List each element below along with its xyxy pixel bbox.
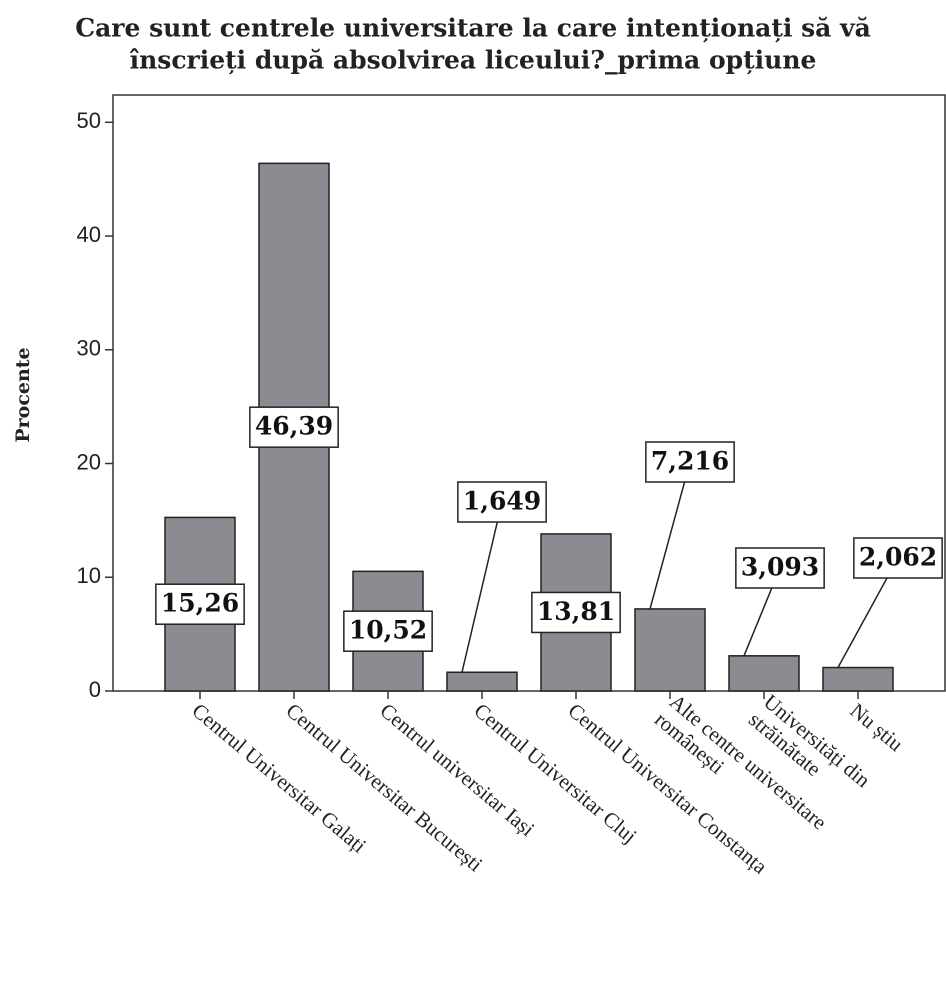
bar: [822, 666, 894, 692]
value-label-box: [249, 406, 339, 448]
y-tick-label: 30: [77, 336, 101, 361]
value-label-box: [853, 537, 943, 579]
value-label-box: [645, 441, 735, 483]
value-label: 7,216: [651, 447, 729, 476]
value-label-box: [155, 583, 245, 625]
x-tick-label-line: Centrul Universitar Cluj: [470, 698, 642, 848]
y-tick-label: 0: [89, 677, 101, 702]
value-label-box: [531, 591, 621, 634]
y-tick-label: 40: [77, 222, 101, 247]
x-tick-label: Centrul Universitar Cluj: [470, 698, 642, 848]
x-tick-label: Centrul Universitar Galați: [188, 698, 372, 857]
value-label: 10,52: [349, 616, 427, 645]
plot-frame: [112, 94, 946, 692]
y-tick-label: 20: [77, 449, 101, 474]
bar: [728, 655, 800, 692]
x-tick-label-line: Centrul Universitar Galați: [188, 698, 372, 857]
leader-line: [649, 461, 691, 610]
y-tick-label: 10: [77, 563, 101, 588]
value-label: 3,093: [741, 553, 819, 582]
value-label: 13,81: [537, 597, 615, 626]
value-label-box: [457, 481, 547, 523]
value-label-box: [343, 610, 433, 652]
x-tick-label: Nu știu: [846, 698, 909, 756]
y-axis-label: Procente: [12, 347, 34, 442]
chart-title: înscrieți după absolvirea liceului?_prim…: [130, 46, 817, 75]
value-label: 46,39: [255, 412, 333, 441]
leader-line: [461, 501, 503, 673]
bar: [634, 608, 706, 692]
value-label-box: [735, 547, 825, 589]
value-label: 15,26: [161, 589, 239, 618]
x-tick-label: Centrul Universitar București: [282, 698, 488, 876]
value-label: 1,649: [463, 487, 541, 516]
chart-title: Care sunt centrele universitare la care …: [75, 14, 871, 43]
x-tick-label-line: Centrul universitar Iași: [376, 698, 540, 841]
bar: [446, 671, 518, 692]
y-tick-label: 50: [77, 108, 101, 133]
x-tick-label-line: Nu știu: [846, 698, 909, 756]
value-label: 2,062: [859, 543, 937, 572]
x-tick-label-line: Centrul Universitar București: [282, 698, 488, 876]
x-tick-label: Centrul universitar Iași: [376, 698, 540, 841]
